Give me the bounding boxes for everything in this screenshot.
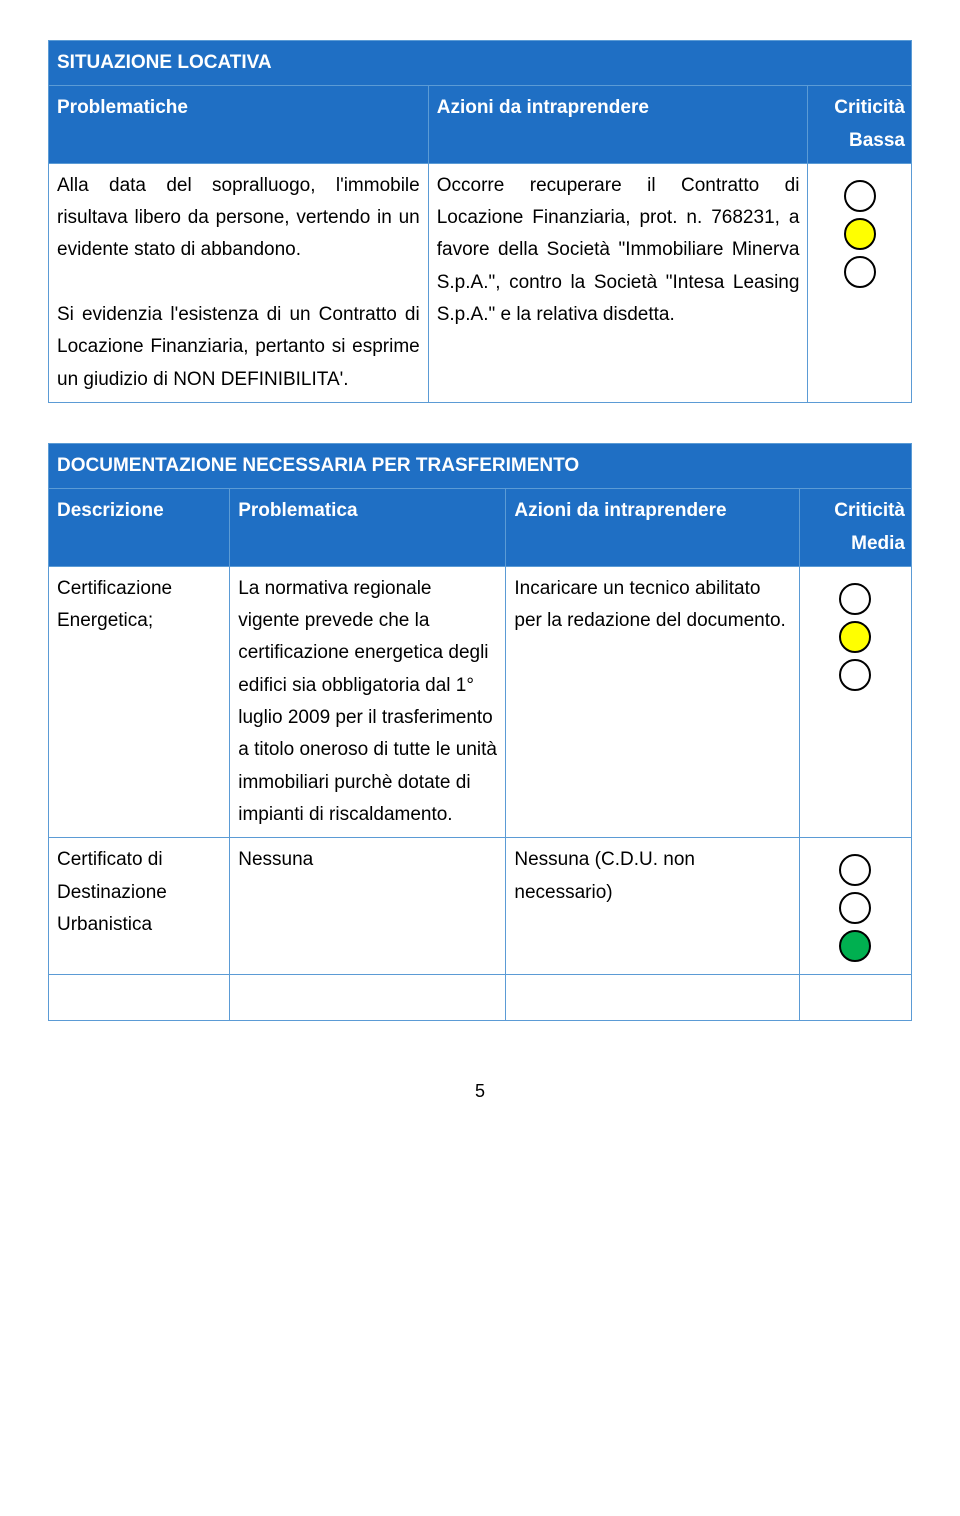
table1-problematiche-cell: Alla data del sopralluogo, l'immobile ri… bbox=[49, 163, 429, 402]
table-row: Certificazione Energetica; La normativa … bbox=[49, 566, 912, 837]
table2-head-criticita: Criticità Media bbox=[799, 489, 911, 567]
table2-head-descrizione: Descrizione bbox=[49, 489, 230, 567]
criticita-circle-icon bbox=[839, 621, 871, 653]
criticita-circle-icon bbox=[844, 218, 876, 250]
criticita-level: Bassa bbox=[849, 130, 905, 151]
documentazione-table: DOCUMENTAZIONE NECESSARIA PER TRASFERIME… bbox=[48, 443, 912, 1021]
criticita-level: Media bbox=[851, 533, 905, 554]
table1-head-problematiche: Problematiche bbox=[49, 86, 429, 164]
table-row: Certificato di Destinazione Urbanistica … bbox=[49, 838, 912, 975]
criticita-label: Criticità bbox=[834, 500, 905, 521]
table1-head-criticita: Criticità Bassa bbox=[808, 86, 912, 164]
table-row-empty bbox=[49, 975, 912, 1020]
criticita-cell bbox=[799, 838, 911, 975]
criticita-circle-icon bbox=[844, 256, 876, 288]
table1-title: SITUAZIONE LOCATIVA bbox=[49, 41, 912, 86]
situazione-locativa-table: SITUAZIONE LOCATIVA Problematiche Azioni… bbox=[48, 40, 912, 403]
table2-title: DOCUMENTAZIONE NECESSARIA PER TRASFERIME… bbox=[49, 443, 912, 488]
azioni-cell: Incaricare un tecnico abilitato per la r… bbox=[506, 566, 799, 837]
table2-head-problematica: Problematica bbox=[230, 489, 506, 567]
criticita-circle-icon bbox=[839, 930, 871, 962]
problematica-cell: Nessuna bbox=[230, 838, 506, 975]
table2-head-azioni: Azioni da intraprendere bbox=[506, 489, 799, 567]
criticita-circle-icon bbox=[839, 854, 871, 886]
criticita-cell bbox=[799, 566, 911, 837]
table1-head-azioni: Azioni da intraprendere bbox=[428, 86, 808, 164]
criticita-label: Criticità bbox=[834, 97, 905, 118]
problematica-cell: La normativa regionale vigente prevede c… bbox=[230, 566, 506, 837]
criticita-circle-icon bbox=[839, 659, 871, 691]
descrizione-cell: Certificazione Energetica; bbox=[49, 566, 230, 837]
table1-criticita-cell bbox=[808, 163, 912, 402]
criticita-circle-icon bbox=[844, 180, 876, 212]
azioni-cell: Nessuna (C.D.U. non necessario) bbox=[506, 838, 799, 975]
table1-azioni-cell: Occorre recuperare il Contratto di Locaz… bbox=[428, 163, 808, 402]
criticita-circle-icon bbox=[839, 583, 871, 615]
criticita-circle-icon bbox=[839, 892, 871, 924]
descrizione-cell: Certificato di Destinazione Urbanistica bbox=[49, 838, 230, 975]
page-number: 5 bbox=[48, 1081, 912, 1102]
